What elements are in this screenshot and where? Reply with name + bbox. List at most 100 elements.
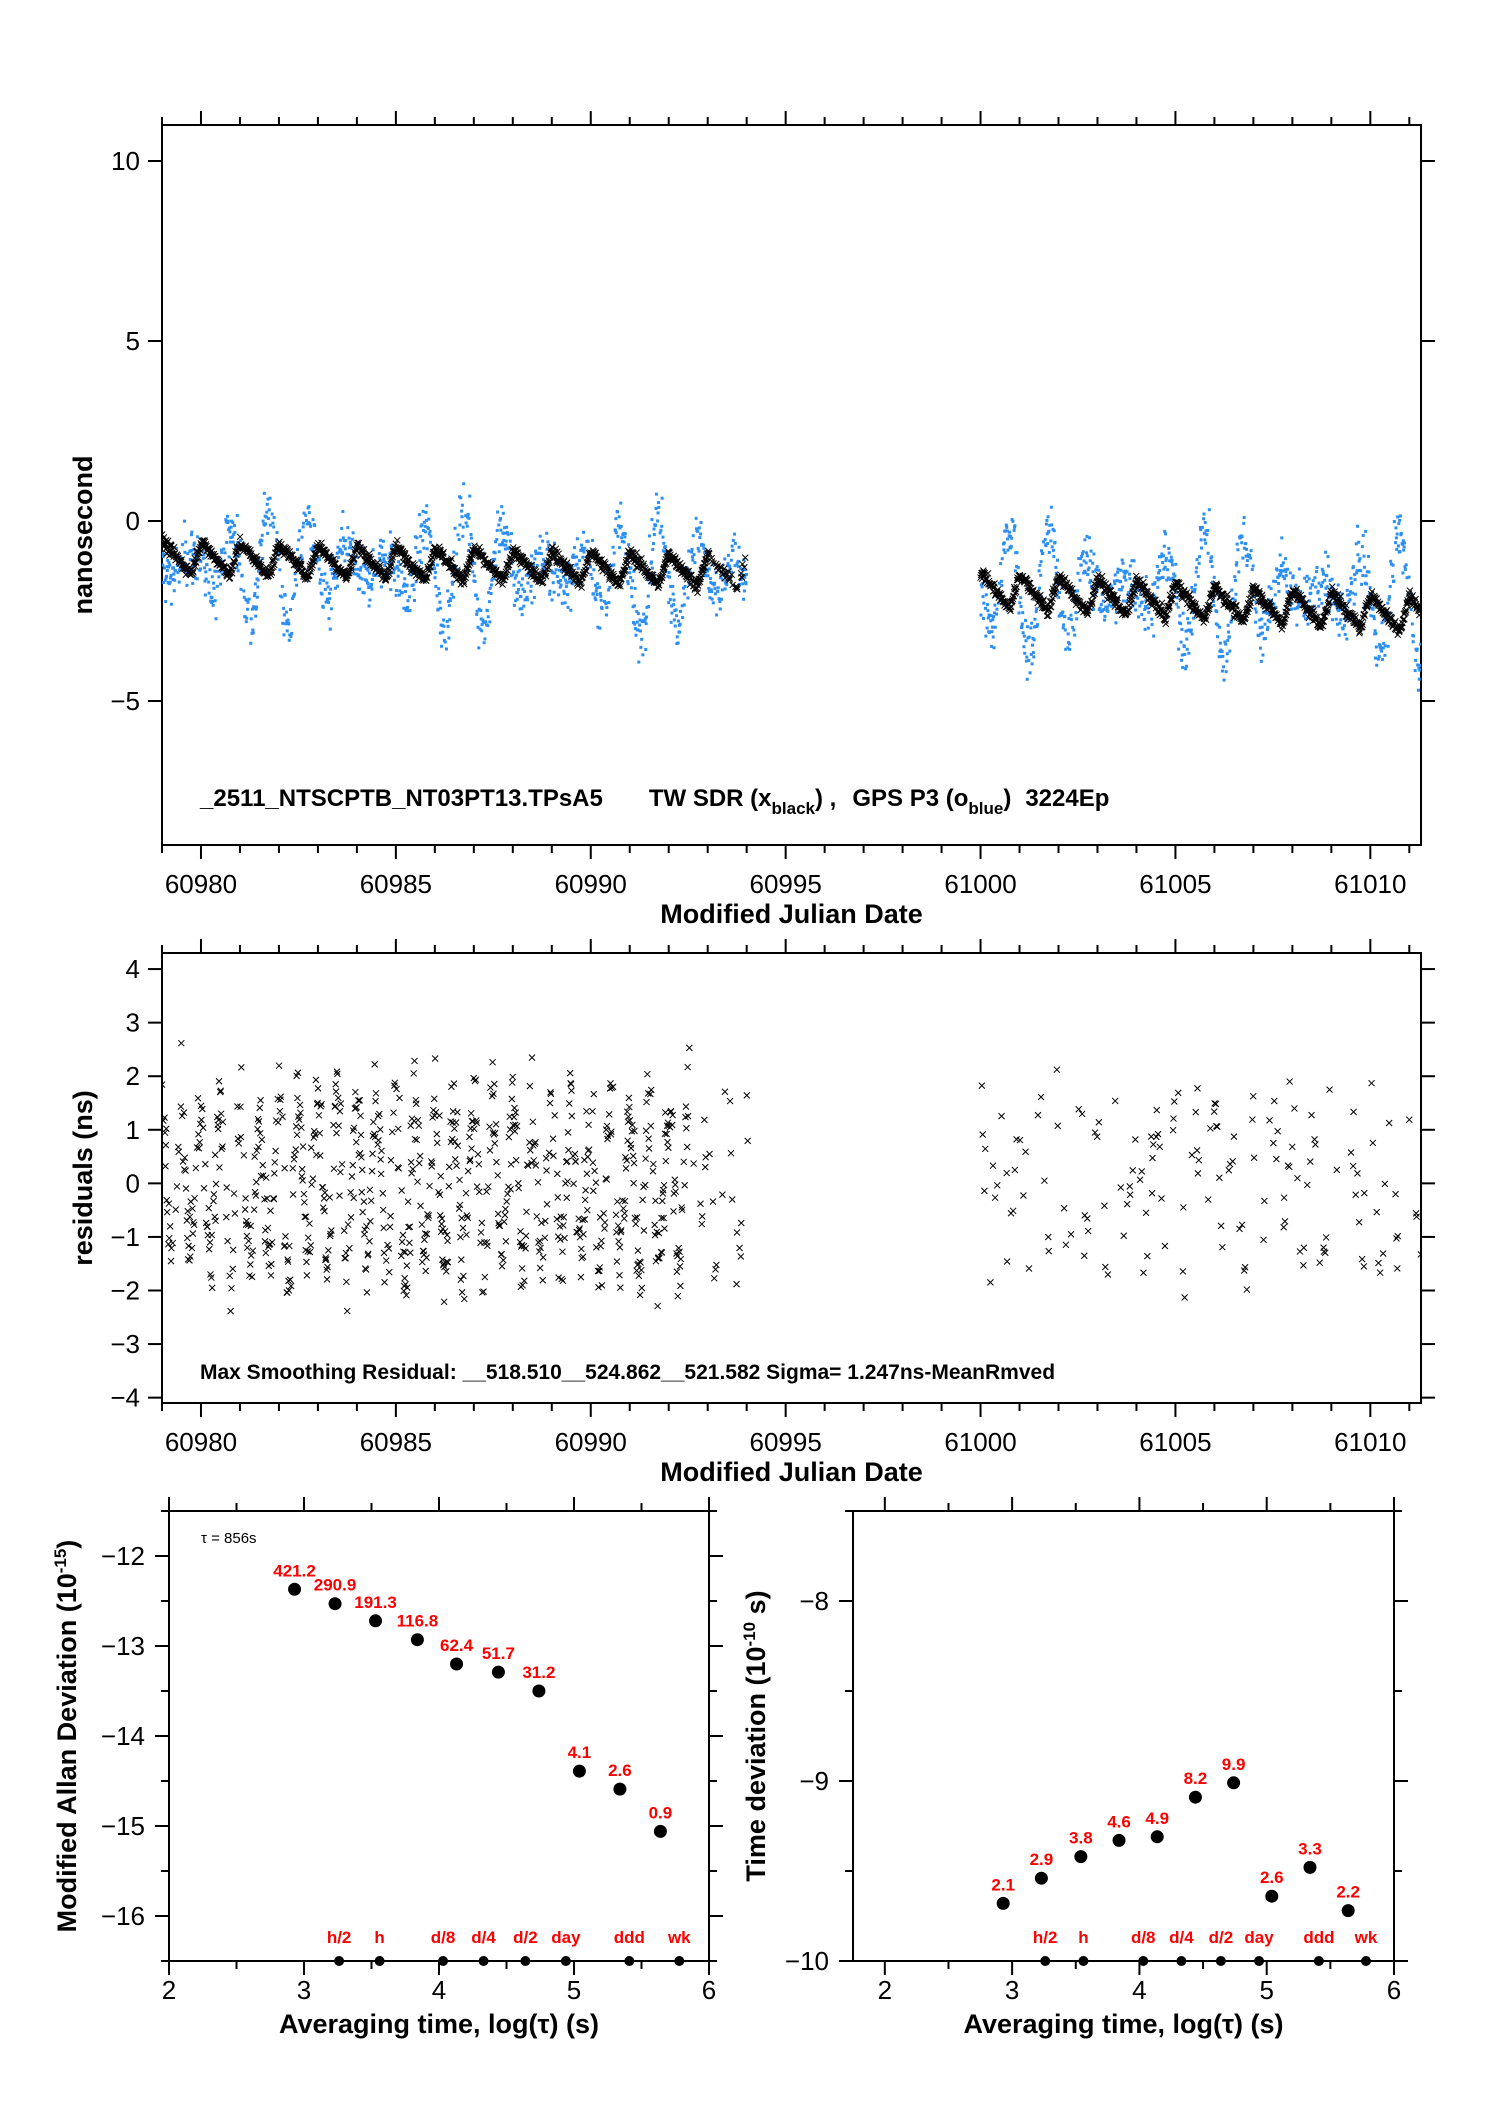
residual-point — [168, 1244, 175, 1252]
gps-point — [1101, 599, 1105, 603]
residual-point — [634, 1247, 642, 1255]
gps-point — [673, 624, 677, 628]
gps-point — [1164, 532, 1168, 536]
gps-point — [1170, 558, 1174, 562]
gps-point — [1175, 602, 1179, 606]
sdr-point — [388, 556, 396, 564]
sdr-point — [507, 556, 515, 564]
residual-point — [647, 1122, 655, 1130]
residual-point — [524, 1162, 532, 1170]
gps-point — [1212, 575, 1216, 579]
residual-point — [607, 1080, 614, 1087]
gps-point — [412, 588, 416, 592]
residual-point — [166, 1223, 174, 1230]
gps-point — [1234, 592, 1238, 596]
gps-point — [1346, 593, 1350, 597]
gps-point — [1261, 653, 1265, 657]
gps-point — [674, 614, 678, 618]
residual-point — [195, 1144, 203, 1152]
residual-point — [473, 1119, 481, 1127]
sdr-point — [1204, 601, 1212, 609]
residual-point — [195, 1130, 202, 1138]
gps-point — [540, 563, 544, 567]
sdr-point — [1358, 623, 1366, 631]
gps-point — [1245, 559, 1249, 563]
residual-point — [343, 1307, 351, 1315]
residual-point — [670, 1208, 677, 1215]
gps-point — [700, 542, 704, 546]
gps-point — [581, 548, 585, 552]
gps-point — [1380, 657, 1384, 661]
gps-point — [171, 577, 175, 581]
gps-point — [193, 563, 197, 567]
gps-point — [599, 598, 603, 602]
residual-point — [270, 1169, 278, 1177]
gps-point — [639, 645, 643, 649]
residual-point — [188, 1244, 196, 1252]
residual-point — [466, 1156, 474, 1163]
gps-point — [1107, 603, 1111, 607]
gps-point — [1039, 573, 1043, 577]
gps-point — [1114, 621, 1118, 625]
residual-point — [658, 1249, 666, 1256]
gps-point — [1025, 677, 1029, 681]
residual-point — [638, 1266, 645, 1274]
gps-point — [1396, 515, 1400, 519]
gps-point — [557, 568, 561, 572]
gps-point — [1189, 628, 1193, 632]
residual-point — [449, 1119, 457, 1126]
gps-point — [577, 559, 581, 563]
gps-point — [699, 532, 703, 536]
gps-point — [695, 527, 699, 531]
residual-point — [664, 1138, 671, 1146]
residual-point — [625, 1113, 632, 1121]
residual-point — [424, 1214, 432, 1222]
gps-point — [1409, 592, 1413, 596]
gps-point — [283, 593, 287, 597]
sdr-point — [1337, 592, 1345, 600]
residual-point — [333, 1068, 341, 1075]
residual-point — [337, 1168, 344, 1176]
gps-point — [422, 528, 426, 532]
gps-point — [1347, 593, 1351, 597]
gps-point — [1283, 568, 1287, 572]
gps-point — [165, 568, 169, 572]
gps-point — [495, 529, 499, 533]
gps-point — [1194, 570, 1198, 574]
gps-point — [1104, 605, 1108, 609]
gps-point — [739, 567, 743, 571]
gps-point — [1165, 578, 1169, 582]
residual-point — [229, 1265, 237, 1273]
residual-point — [463, 1231, 470, 1239]
gps-point — [672, 618, 676, 622]
residual-point — [363, 1288, 371, 1296]
residual-point — [399, 1231, 407, 1239]
gps-point — [1072, 628, 1076, 632]
gps-point — [1234, 578, 1238, 582]
gps-point — [1331, 618, 1335, 622]
gps-point — [1304, 617, 1308, 621]
gps-point — [404, 589, 408, 593]
gps-point — [501, 511, 505, 515]
residual-point — [177, 1039, 185, 1047]
gps-point — [1273, 593, 1277, 597]
sdr-point — [1061, 574, 1069, 582]
residual-point — [642, 1155, 649, 1163]
gps-point — [1247, 553, 1251, 557]
gps-point — [1360, 545, 1364, 549]
gps-point — [599, 594, 603, 598]
gps-point — [344, 539, 348, 543]
residual-point — [454, 1142, 462, 1150]
gps-point — [1210, 555, 1214, 559]
sdr-point — [504, 563, 512, 571]
gps-point — [616, 524, 620, 528]
gps-point — [634, 633, 638, 637]
residual-point — [377, 1156, 385, 1163]
gps-point — [533, 557, 537, 561]
gps-point — [1199, 528, 1203, 532]
gps-point — [1025, 655, 1029, 659]
gps-point — [1181, 665, 1185, 669]
gps-point — [1125, 599, 1129, 603]
gps-point — [1078, 557, 1082, 561]
gps-point — [309, 524, 313, 528]
